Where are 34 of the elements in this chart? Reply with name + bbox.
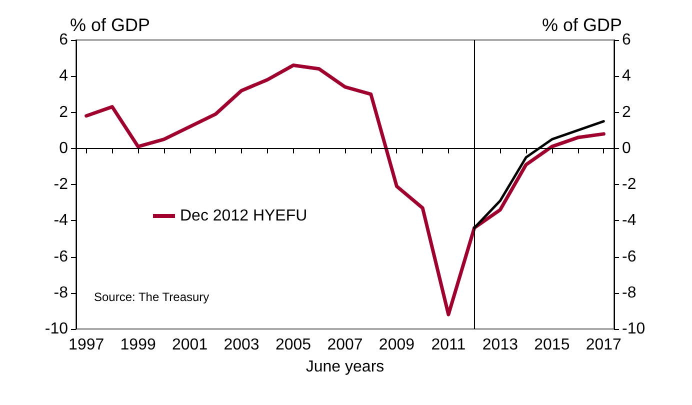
y2-tick-label: -2 bbox=[622, 176, 636, 193]
y-tick-label: -2 bbox=[54, 176, 68, 193]
y2-axis-title: % of GDP bbox=[542, 15, 622, 35]
x-tick-label: 2007 bbox=[327, 336, 363, 354]
y-tick-label: 4 bbox=[59, 68, 68, 85]
y2-tick-label: -10 bbox=[622, 320, 646, 338]
y-tick-label: -10 bbox=[44, 320, 68, 338]
x-tick-label: 2001 bbox=[172, 336, 208, 354]
x-tick-label: 2005 bbox=[275, 336, 312, 354]
annotation: Source: The Treasury bbox=[94, 290, 210, 304]
x-tick-label: 1997 bbox=[68, 336, 104, 354]
y-tick-label: -8 bbox=[54, 284, 68, 302]
y2-tick-label: 2 bbox=[622, 104, 631, 121]
y-tick-label: 2 bbox=[59, 104, 68, 121]
y-axis-title: % of GDP bbox=[70, 15, 150, 35]
x-axis-title: June years bbox=[306, 358, 384, 376]
y-tick-label: 0 bbox=[59, 140, 68, 157]
x-tick-label: 2009 bbox=[378, 336, 415, 354]
x-tick-label: 1999 bbox=[120, 336, 156, 354]
y-tick-label: -6 bbox=[54, 248, 68, 266]
y2-tick-label: 0 bbox=[622, 140, 631, 157]
y2-tick-label: -4 bbox=[622, 212, 636, 230]
y2-tick-label: -6 bbox=[622, 248, 636, 266]
y2-tick-label: -8 bbox=[622, 284, 636, 302]
x-tick-label: 2015 bbox=[534, 336, 570, 354]
x-tick-label: 2011 bbox=[431, 336, 466, 354]
x-tick-label: 2017 bbox=[586, 336, 622, 354]
y-tick-label: 6 bbox=[59, 32, 68, 48]
y2-tick-label: 4 bbox=[622, 68, 631, 85]
x-tick-label: 2003 bbox=[224, 336, 260, 354]
legend-label: Dec 2012 HYEFU bbox=[180, 208, 308, 224]
y-tick-label: -4 bbox=[54, 212, 68, 230]
x-tick-label: 2013 bbox=[482, 336, 518, 354]
y2-tick-label: 6 bbox=[622, 32, 631, 48]
